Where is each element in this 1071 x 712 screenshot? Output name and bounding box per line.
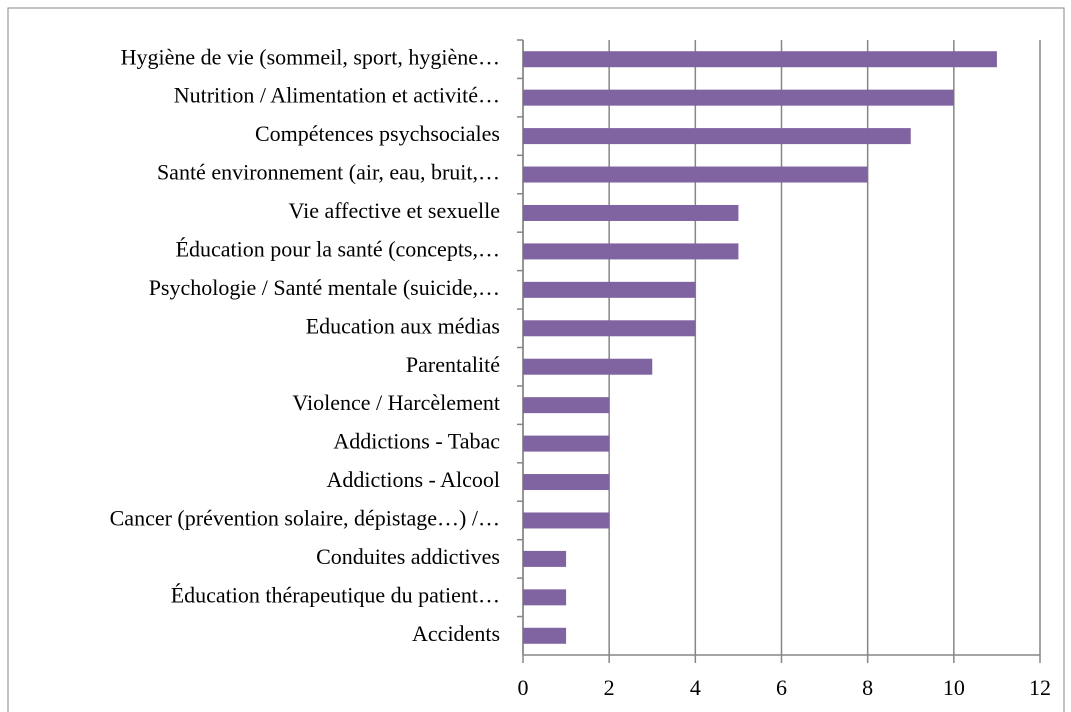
bar	[523, 589, 567, 606]
bar	[523, 512, 610, 529]
y-tick-label: Addictions - Alcool	[326, 467, 500, 492]
y-tick-label: Violence / Harcèlement	[292, 390, 500, 415]
bar	[523, 435, 610, 452]
chart-frame	[7, 7, 1065, 712]
x-tick-label: 12	[1029, 675, 1051, 700]
y-tick-label: Accidents	[412, 621, 500, 646]
x-tick-label: 2	[604, 675, 615, 700]
y-tick-label: Parentalité	[406, 352, 500, 377]
bar	[523, 89, 954, 106]
bar	[523, 474, 610, 491]
y-tick-label: Cancer (prévention solaire, dépistage…) …	[110, 506, 500, 531]
bar	[523, 243, 739, 260]
y-tick-label: Hygiène de vie (sommeil, sport, hygiène…	[121, 44, 500, 69]
bar	[523, 281, 696, 298]
x-tick-label: 10	[943, 675, 965, 700]
bar	[523, 397, 610, 414]
bar	[523, 204, 739, 221]
bar	[523, 550, 567, 567]
y-tick-label: Éducation pour la santé (concepts,…	[176, 236, 500, 261]
x-tick-label: 0	[518, 675, 529, 700]
bar	[523, 627, 567, 644]
y-tick-label: Education aux médias	[306, 313, 500, 338]
x-tick-label: 4	[690, 675, 701, 700]
bar	[523, 166, 868, 183]
x-tick-label: 8	[862, 675, 873, 700]
y-tick-label: Vie affective et sexuelle	[289, 198, 500, 223]
y-tick-label: Conduites addictives	[316, 544, 500, 569]
bar	[523, 320, 696, 337]
y-tick-label: Santé environnement (air, eau, bruit,…	[157, 160, 500, 185]
y-tick-label: Compétences psychsociales	[255, 121, 500, 146]
y-tick-label: Psychologie / Santé mentale (suicide,…	[149, 275, 500, 300]
y-tick-label: Éducation thérapeutique du patient…	[171, 582, 500, 607]
y-tick-label: Nutrition / Alimentation et activité…	[174, 83, 500, 108]
y-tick-label: Addictions - Tabac	[333, 429, 500, 454]
bar	[523, 51, 997, 68]
bar	[523, 358, 653, 375]
bar	[523, 128, 911, 145]
x-tick-label: 6	[776, 675, 787, 700]
